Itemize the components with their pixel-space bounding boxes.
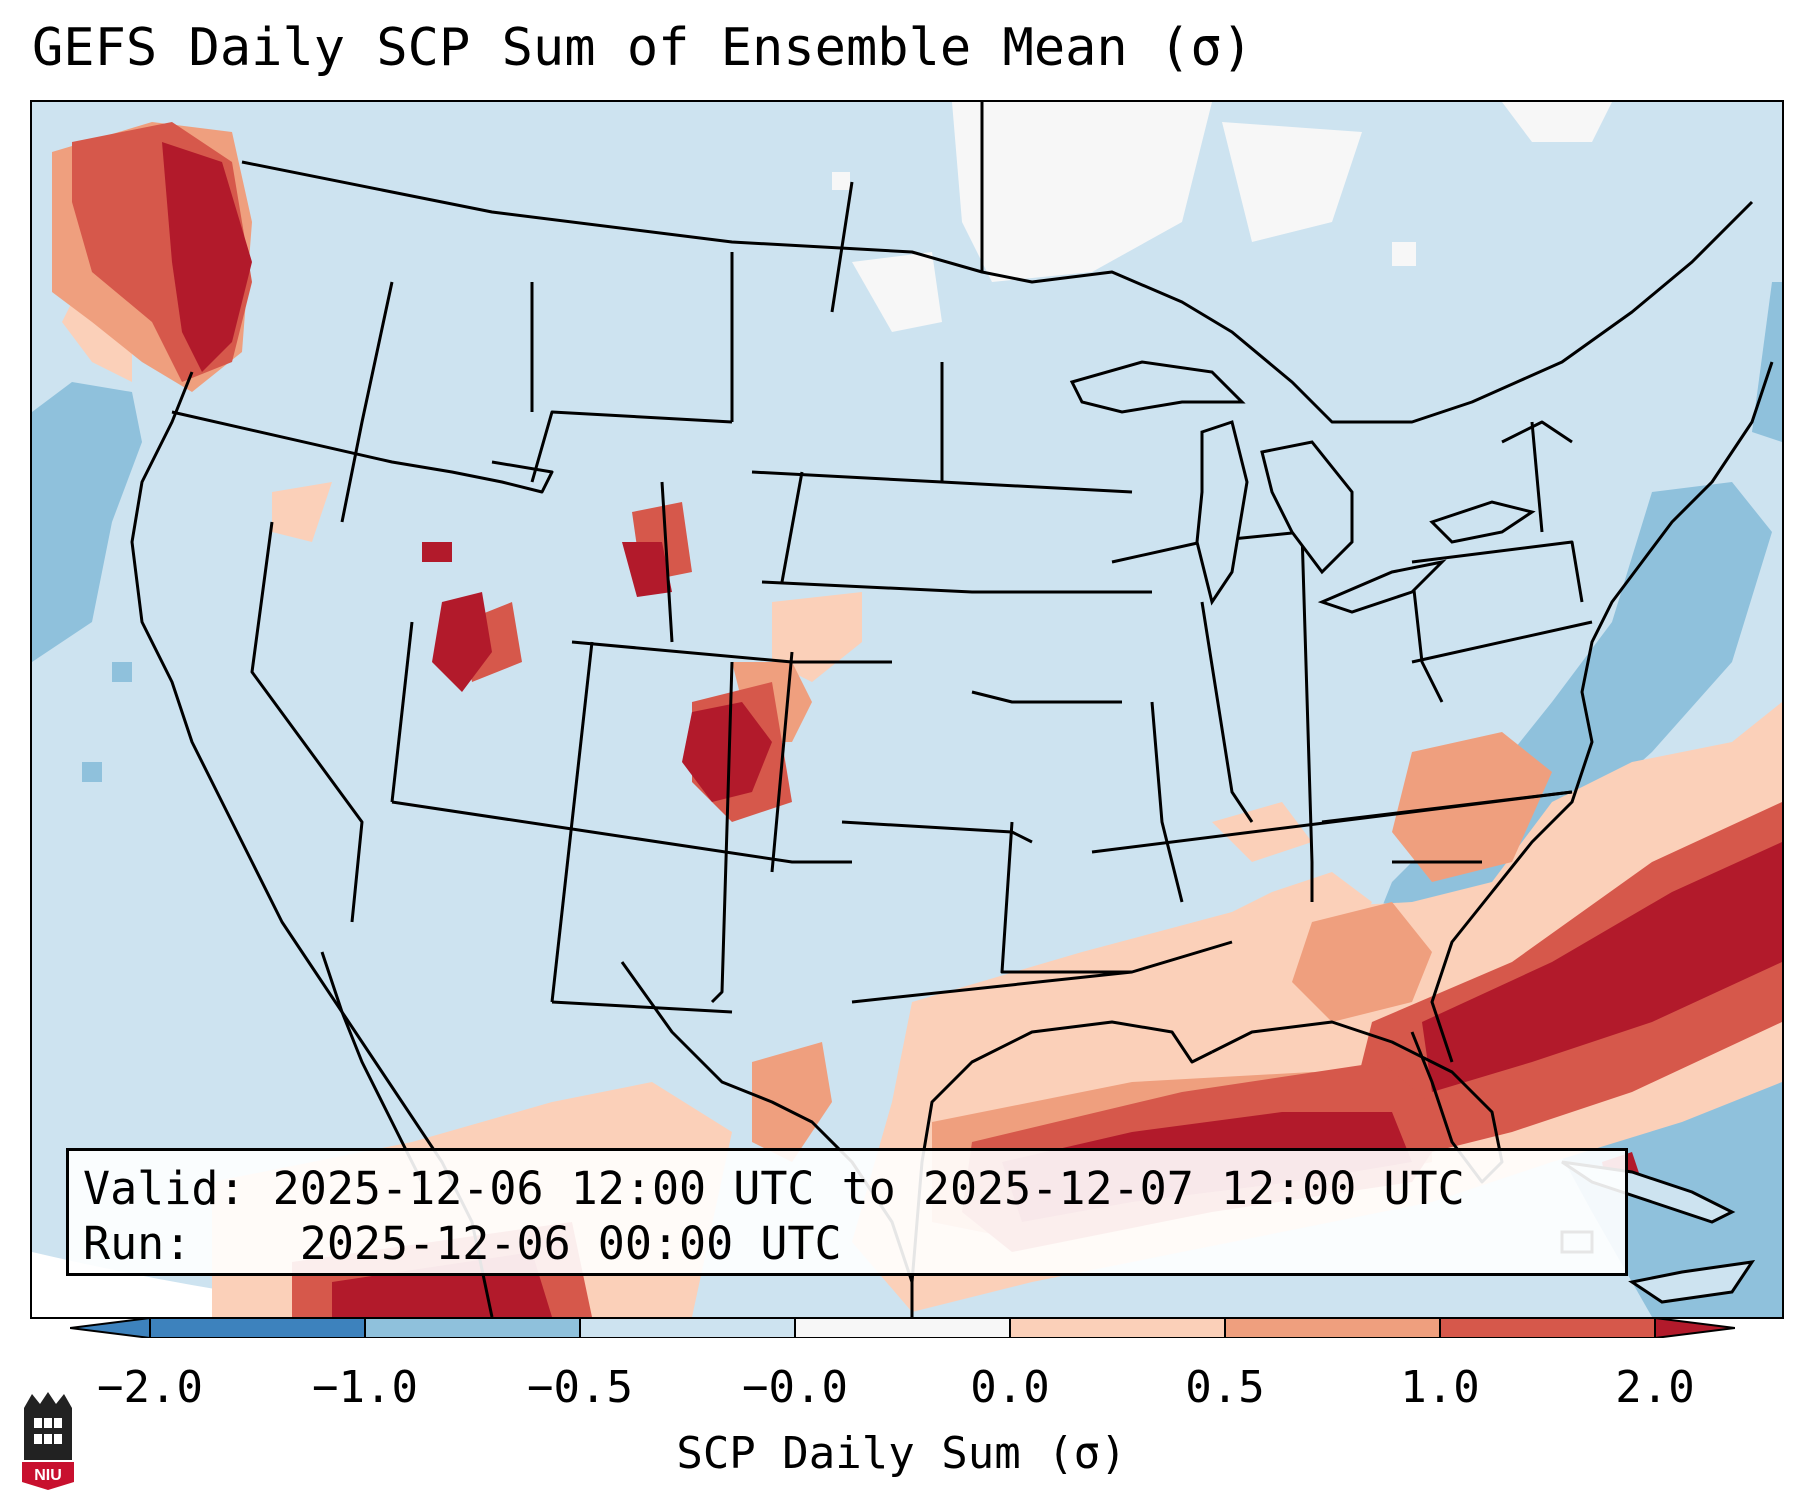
colorbar-bin-7 — [1440, 1318, 1655, 1338]
colorbar-extend-low — [70, 1318, 150, 1338]
colorbar-bin-5 — [1010, 1318, 1225, 1338]
colorbar — [70, 1318, 1735, 1338]
colorbar-tick-label: 2.0 — [1615, 1362, 1695, 1413]
colorbar-bin-2 — [365, 1318, 580, 1338]
colorbar-tick-label: −0.5 — [527, 1362, 633, 1413]
projection-corner-sw — [32, 1252, 552, 1317]
run-value: 2025-12-06 00:00 UTC — [299, 1217, 842, 1270]
colorbar-label: SCP Daily Sum (σ) — [676, 1428, 1127, 1479]
niu-logo: NIU — [22, 1392, 74, 1490]
colorbar-bin-1 — [150, 1318, 365, 1338]
near-zero-north — [832, 102, 1612, 332]
run-row: Run: 2025-12-06 00:00 UTC — [83, 1216, 1611, 1271]
boundaries — [130, 102, 1774, 1317]
map-title: GEFS Daily SCP Sum of Ensemble Mean (σ) — [32, 18, 1253, 78]
valid-row: Valid: 2025-12-06 12:00 UTC to 2025-12-0… — [83, 1161, 1611, 1216]
valid-value: 2025-12-06 12:00 UTC to 2025-12-07 12:00… — [272, 1162, 1465, 1215]
logo-shield — [22, 1462, 74, 1490]
great-lakes — [1069, 360, 1536, 614]
valid-label: Valid: — [83, 1162, 246, 1215]
colorbar-tick-label: −0.0 — [742, 1362, 848, 1413]
colorbar-bin-6 — [1225, 1318, 1440, 1338]
logo-text: NIU — [34, 1467, 62, 1484]
colorbar-bin-4 — [795, 1318, 1010, 1338]
colorbar-tick-label: 1.0 — [1400, 1362, 1480, 1413]
map-panel[interactable] — [30, 100, 1784, 1319]
run-label: Run: — [83, 1217, 192, 1270]
colorbar-bin-3 — [580, 1318, 795, 1338]
colorbar-tick-label: −2.0 — [97, 1362, 203, 1413]
colorbar-tick-label: 0.5 — [1185, 1362, 1265, 1413]
colorbar-tick-label: 0.0 — [970, 1362, 1050, 1413]
scp-map — [32, 102, 1782, 1317]
colorbar-extend-high — [1655, 1318, 1735, 1338]
valid-run-info-box: Valid: 2025-12-06 12:00 UTC to 2025-12-0… — [66, 1148, 1628, 1276]
colorbar-tick-label: −1.0 — [312, 1362, 418, 1413]
